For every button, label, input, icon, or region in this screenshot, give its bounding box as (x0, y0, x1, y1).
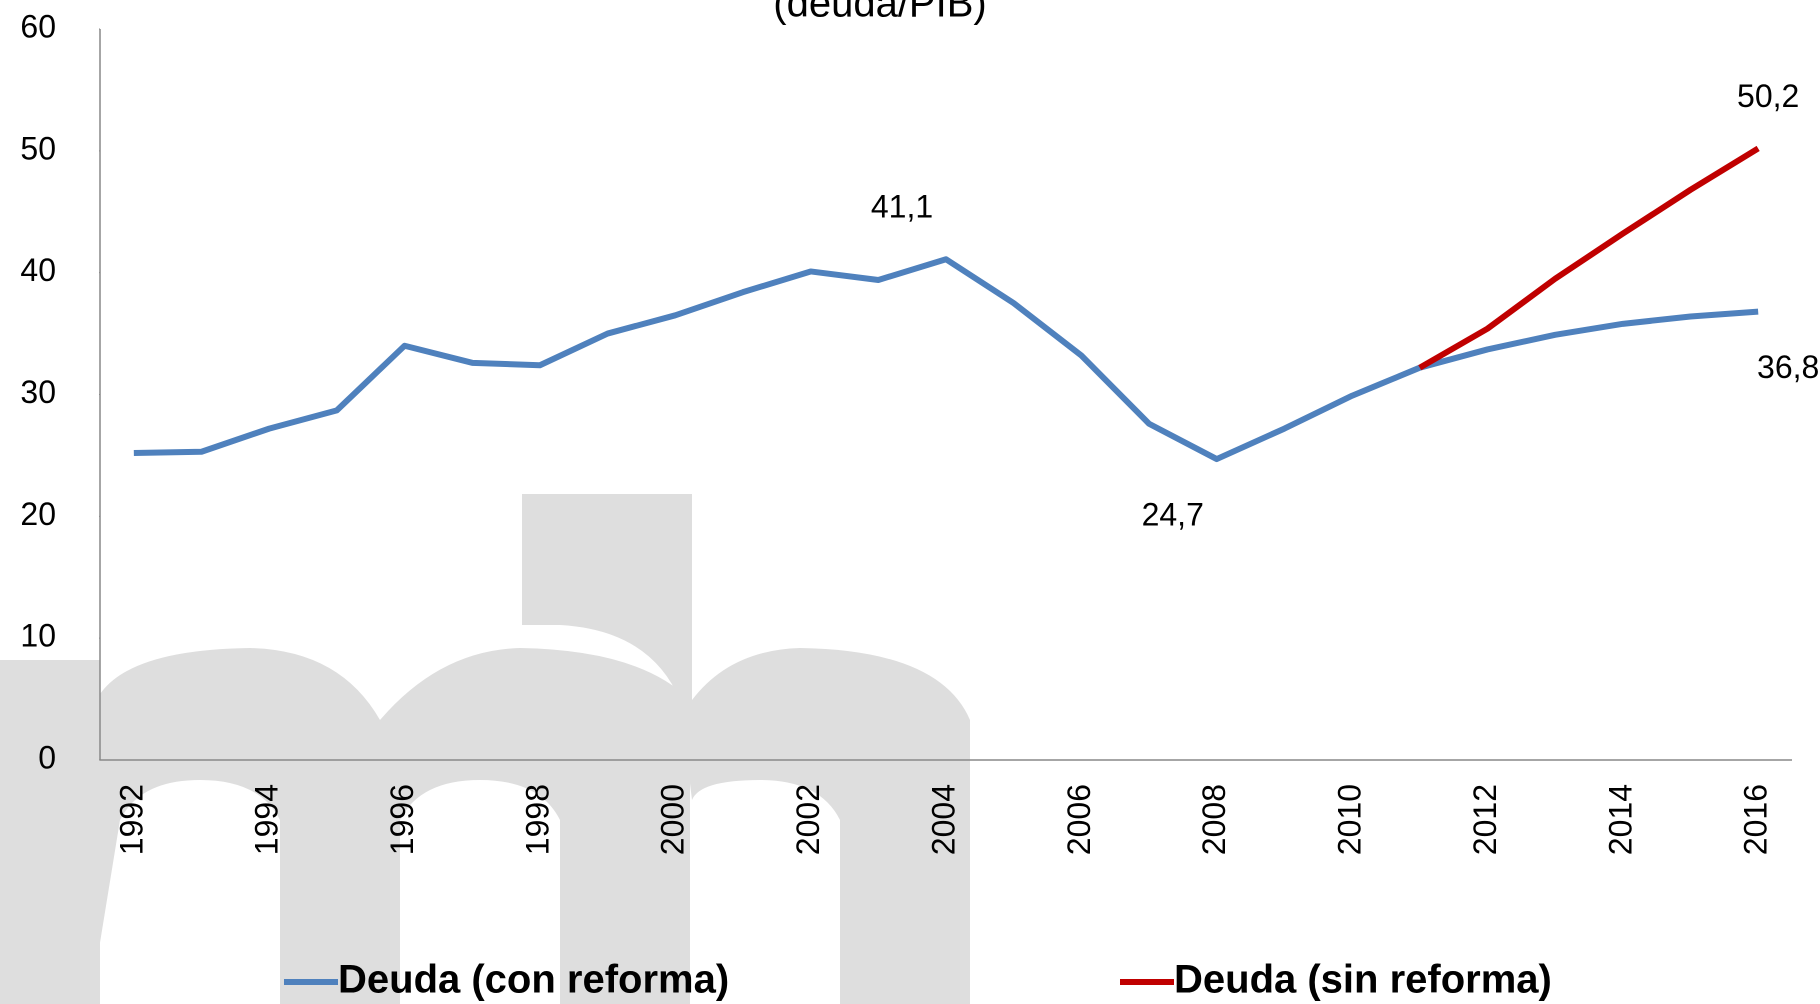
x-tick-label: 2006 (1061, 784, 1097, 855)
x-tick-label: 2016 (1738, 784, 1774, 855)
x-tick-label: 2000 (655, 784, 691, 855)
y-tick-label: 20 (20, 496, 56, 532)
x-tick-label: 2010 (1332, 784, 1368, 855)
y-tick-label: 50 (20, 130, 56, 166)
legend-label: Deuda (sin reforma) (1174, 958, 1552, 1002)
x-tick-label: 1998 (519, 784, 555, 855)
series-line (1418, 145, 1760, 371)
legend-label: Deuda (con reforma) (338, 958, 729, 1002)
x-tick-label: 2002 (790, 784, 826, 855)
data-label: 36,8 (1757, 349, 1819, 385)
data-label: 41,1 (871, 189, 933, 225)
y-tick-label: 40 (20, 252, 56, 288)
data-label: 50,2 (1737, 78, 1799, 114)
watermark (0, 494, 970, 1004)
y-tick-label: 0 (38, 739, 56, 775)
data-label: 24,7 (1142, 497, 1204, 533)
x-tick-label: 2012 (1467, 784, 1503, 855)
x-tick-label: 2008 (1196, 784, 1232, 855)
x-tick-label: 1992 (113, 784, 149, 855)
x-tick-label: 1994 (249, 784, 285, 855)
y-tick-label: 10 (20, 618, 56, 654)
y-tick-label: 30 (20, 374, 56, 410)
x-tick-label: 2004 (925, 784, 961, 855)
x-tick-label: 2014 (1602, 784, 1638, 855)
series-line (133, 256, 1759, 463)
x-tick-label: 1996 (384, 784, 420, 855)
y-tick-label: 60 (20, 8, 56, 44)
chart-title: (deuda/PIB) (773, 0, 986, 26)
